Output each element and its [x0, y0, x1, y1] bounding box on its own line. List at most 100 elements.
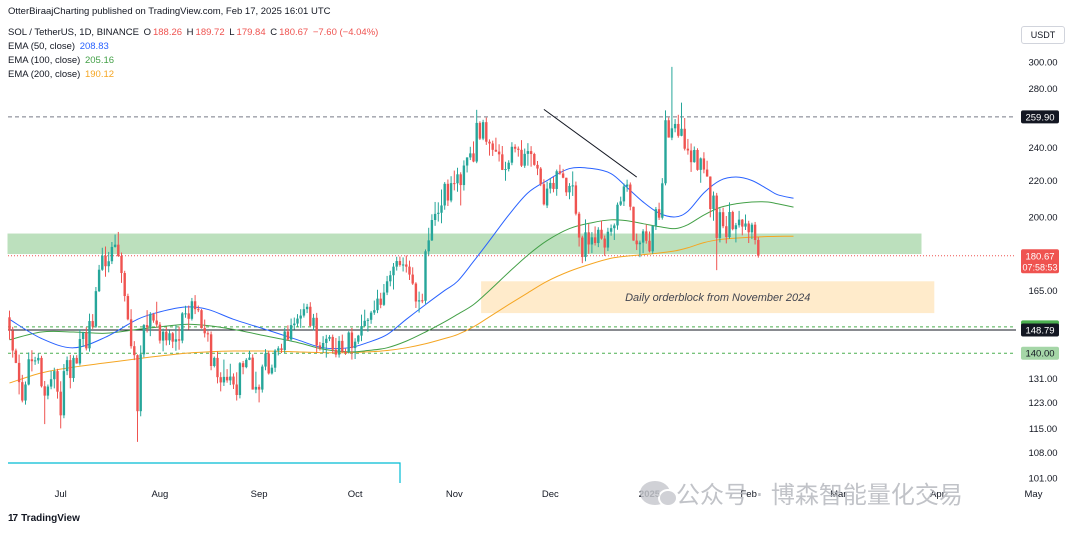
candle-body [350, 332, 354, 349]
candle-body [757, 239, 760, 256]
candle-body [302, 309, 306, 316]
indicator-ema100[interactable]: EMA (100, close) 205.16 [8, 55, 116, 66]
candle-body [430, 220, 434, 241]
ema200-line [9, 235, 794, 384]
brand-text: TradingView [21, 513, 80, 524]
candle-body [104, 255, 107, 267]
candle-body [129, 319, 133, 347]
candle-body [453, 183, 456, 185]
candle-body [65, 360, 69, 372]
candle-body [382, 292, 386, 305]
candle-body [344, 351, 347, 353]
tradingview-brand[interactable]: 17 TradingView [8, 513, 80, 524]
candle-body [46, 386, 50, 396]
candle-body [126, 296, 130, 320]
candle-body [497, 151, 501, 155]
x-tick-label: Jul [55, 489, 67, 500]
candle-body [161, 331, 165, 341]
candle-body [369, 312, 373, 320]
candle-body [712, 195, 715, 209]
y-tick-label: 101.00 [1028, 474, 1057, 485]
candle-body [753, 224, 757, 240]
candle-body [603, 238, 606, 248]
y-tick-label: 280.00 [1028, 84, 1057, 95]
candle-body [411, 274, 414, 284]
price-label-box [1021, 323, 1059, 337]
candle-body [312, 317, 315, 326]
candle-body [334, 349, 338, 355]
candle-body [715, 195, 718, 238]
candle-body [584, 232, 587, 257]
symbol-ohlc-line[interactable]: SOL / TetherUS, 1D, BINANCE O 188.26 H 189… [8, 27, 380, 38]
candle-body [728, 212, 731, 238]
candle-body [337, 340, 341, 355]
candle-body [43, 386, 46, 396]
candle-body [222, 376, 226, 383]
candle-body [219, 377, 222, 383]
currency-selector[interactable]: USDT [1021, 26, 1065, 44]
candle-body [24, 384, 27, 401]
candle-body [609, 228, 613, 232]
candle-body [273, 350, 277, 368]
candle-body [309, 306, 312, 326]
candle-body [750, 224, 754, 233]
candle-body [536, 164, 539, 169]
candle-body [21, 382, 24, 401]
ema100-value: 205.16 [84, 55, 115, 66]
candle-body [667, 120, 670, 138]
candle-body [197, 309, 200, 311]
candle-body [14, 350, 18, 363]
y-tick-label: 165.00 [1028, 286, 1057, 297]
candle-body [456, 174, 459, 184]
candle-body [101, 255, 104, 270]
candle-body [347, 332, 350, 353]
indicator-ema200[interactable]: EMA (200, close) 190.12 [8, 69, 116, 80]
candle-body [91, 321, 94, 327]
low-label: L [229, 27, 235, 38]
watermark-text: 公众号 · 博森智能量化交易 [676, 481, 963, 509]
candle-body [117, 244, 120, 256]
candle-body [341, 340, 344, 352]
symbol-label[interactable]: SOL / TetherUS, 1D, BINANCE [8, 27, 139, 38]
candle-body [245, 359, 248, 368]
x-tick-label: Oct [348, 489, 363, 500]
ema100-line [9, 201, 794, 353]
candle-body [110, 246, 114, 262]
candle-body [206, 333, 210, 335]
candle-body [472, 153, 475, 162]
candle-body [283, 331, 286, 350]
candle-body [270, 367, 274, 374]
candle-body [421, 300, 424, 302]
price-label-text: 180.67 [1025, 251, 1054, 262]
candle-body [565, 177, 568, 193]
y-tick-label: 240.00 [1028, 143, 1057, 154]
candle-body [648, 240, 651, 252]
ema50-line [9, 166, 794, 350]
indicator-ema50[interactable]: EMA (50, close) 208.83 [8, 41, 111, 52]
candle-body [555, 171, 558, 189]
candle-body [229, 376, 232, 381]
candle-body [190, 301, 194, 319]
candle-body [257, 386, 261, 390]
candle-body [641, 231, 645, 243]
candle-body [507, 162, 510, 170]
candle-body [549, 182, 552, 189]
publish-text: OtterBiraajCharting published on Trading… [8, 6, 331, 17]
candle-body [363, 320, 366, 327]
candle-body [424, 251, 427, 301]
candle-body [366, 319, 370, 321]
candle-body [741, 219, 744, 227]
candle-body [40, 357, 43, 387]
candle-body [123, 273, 126, 297]
candle-body [97, 269, 101, 292]
candle-body [325, 338, 328, 343]
candle-body [321, 342, 325, 349]
candle-body [574, 185, 578, 214]
ema50-value: 208.83 [79, 41, 109, 52]
candle-body [305, 306, 309, 310]
candle-body [69, 360, 72, 379]
candle-body [465, 157, 469, 166]
candle-body [193, 301, 197, 310]
candle-body [395, 261, 398, 267]
